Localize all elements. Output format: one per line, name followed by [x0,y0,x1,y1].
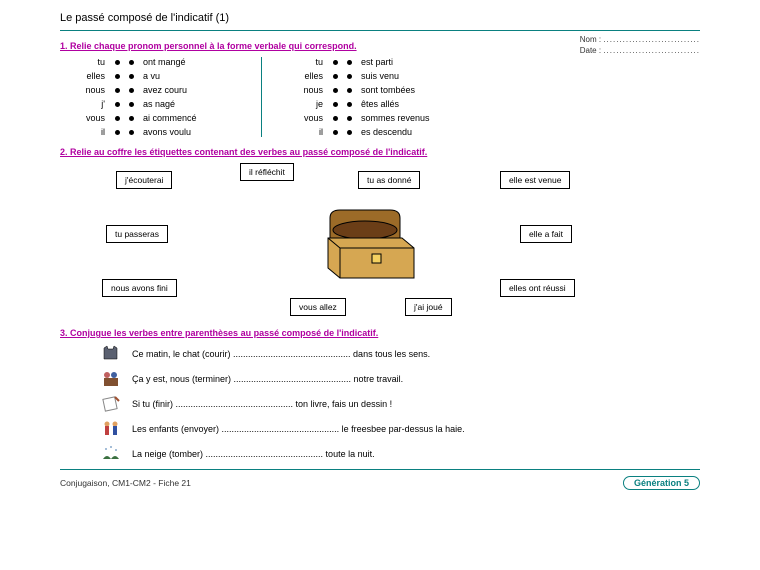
snow-icon [100,444,122,464]
ld1-item [115,99,129,109]
rd2-item [347,85,361,95]
rv-item: sommes revenus [361,113,471,123]
footer: Conjugaison, CM1-CM2 - Fiche 21 Générati… [60,476,700,490]
verb-tag: vous allez [290,298,346,316]
rp-item: je [278,99,323,109]
verb-tag: elle est venue [500,171,570,189]
rv-item: es descendu [361,127,471,137]
sentence-row: La neige (tomber) ......................… [100,444,700,464]
verb-tag: il réfléchit [240,163,294,181]
sentence-text: Si tu (finir) ..........................… [132,399,392,409]
lp-item: il [60,127,105,137]
rd2-item [347,57,361,67]
ex1-instruction: 1. Relie chaque pronom personnel à la fo… [60,41,357,51]
ld1-item [115,85,129,95]
date-label: Date : [580,46,601,55]
exercise-2: j'écouterai il réfléchit tu as donné elle e… [60,163,700,318]
lv-item: ai commencé [143,113,253,123]
lp-item: elles [60,71,105,81]
ld2-item [129,71,143,81]
rd2-item [347,99,361,109]
rd2-item [347,71,361,81]
lv-item: a vu [143,71,253,81]
lv-item: ont mangé [143,57,253,67]
column-separator [261,57,262,137]
footer-ref: Conjugaison, CM1-CM2 - Fiche 21 [60,478,191,488]
ex3-instruction: 3. Conjugue les verbes entre parenthèses… [60,328,700,338]
ld2-item [129,113,143,123]
sentence-text: Ce matin, le chat (courir) .............… [132,349,430,359]
rv-item: est parti [361,57,471,67]
lv-item: avez couru [143,85,253,95]
paper-icon [100,394,122,414]
sentence-row: Si tu (finir) ..........................… [100,394,700,414]
rd1-item [333,99,347,109]
rp-item: nous [278,85,323,95]
lp-item: nous [60,85,105,95]
lp-item: tu [60,57,105,67]
lv-item: avons voulu [143,127,253,137]
page-title: Le passé composé de l'indicatif (1) [60,12,700,24]
rv-item: sont tombées [361,85,471,95]
sentence-text: Ça y est, nous (terminer) ..............… [132,374,403,384]
rp-item: elles [278,71,323,81]
ld2-item [129,57,143,67]
lv-item: as nagé [143,99,253,109]
generation-badge: Génération 5 [623,476,700,490]
rp-item: vous [278,113,323,123]
ld2-item [129,127,143,137]
treasure-chest-icon [320,208,415,286]
sentence-text: Les enfants (envoyer) ..................… [132,424,465,434]
ld2-item [129,99,143,109]
rd1-item [333,71,347,81]
verb-tag: tu as donné [358,171,420,189]
people-icon [100,369,122,389]
sentence-row: Ce matin, le chat (courir) .............… [100,344,700,364]
ld1-item [115,113,129,123]
rp-item: tu [278,57,323,67]
verb-tag: tu passeras [106,225,168,243]
rd2-item [347,113,361,123]
nom-label: Nom : [580,35,601,44]
lp-item: j' [60,99,105,109]
rd1-item [333,57,347,67]
rp-item: il [278,127,323,137]
kids-icon [100,419,122,439]
meta-block: Nom : .............................. Dat… [580,35,700,57]
verb-tag: elle a fait [520,225,572,243]
verb-tag: nous avons fini [102,279,177,297]
rv-item: êtes allés [361,99,471,109]
sentence-row: Ça y est, nous (terminer) ..............… [100,369,700,389]
rd2-item [347,127,361,137]
date-blank: .............................. [603,46,700,55]
cat-icon [100,344,122,364]
exercise-1: tu elles nous j' vous il ont mangé a vu avez co… [60,57,700,137]
rv-item: suis venu [361,71,471,81]
divider-footer [60,469,700,470]
verb-tag: j'ai joué [405,298,452,316]
verb-tag: j'écouterai [116,171,172,189]
sentence-row: Les enfants (envoyer) ..................… [100,419,700,439]
exercise-3: Ce matin, le chat (courir) .............… [60,344,700,464]
verb-tag: elles ont réussi [500,279,575,297]
ld1-item [115,71,129,81]
ld1-item [115,127,129,137]
rd1-item [333,113,347,123]
lp-item: vous [60,113,105,123]
rd1-item [333,85,347,95]
ex2-instruction: 2. Relie au coffre les étiquettes conten… [60,147,700,157]
divider-main [60,30,700,31]
nom-blank: .............................. [603,35,700,44]
sentence-text: La neige (tomber) ......................… [132,449,375,459]
ld1-item [115,57,129,67]
ld2-item [129,85,143,95]
rd1-item [333,127,347,137]
